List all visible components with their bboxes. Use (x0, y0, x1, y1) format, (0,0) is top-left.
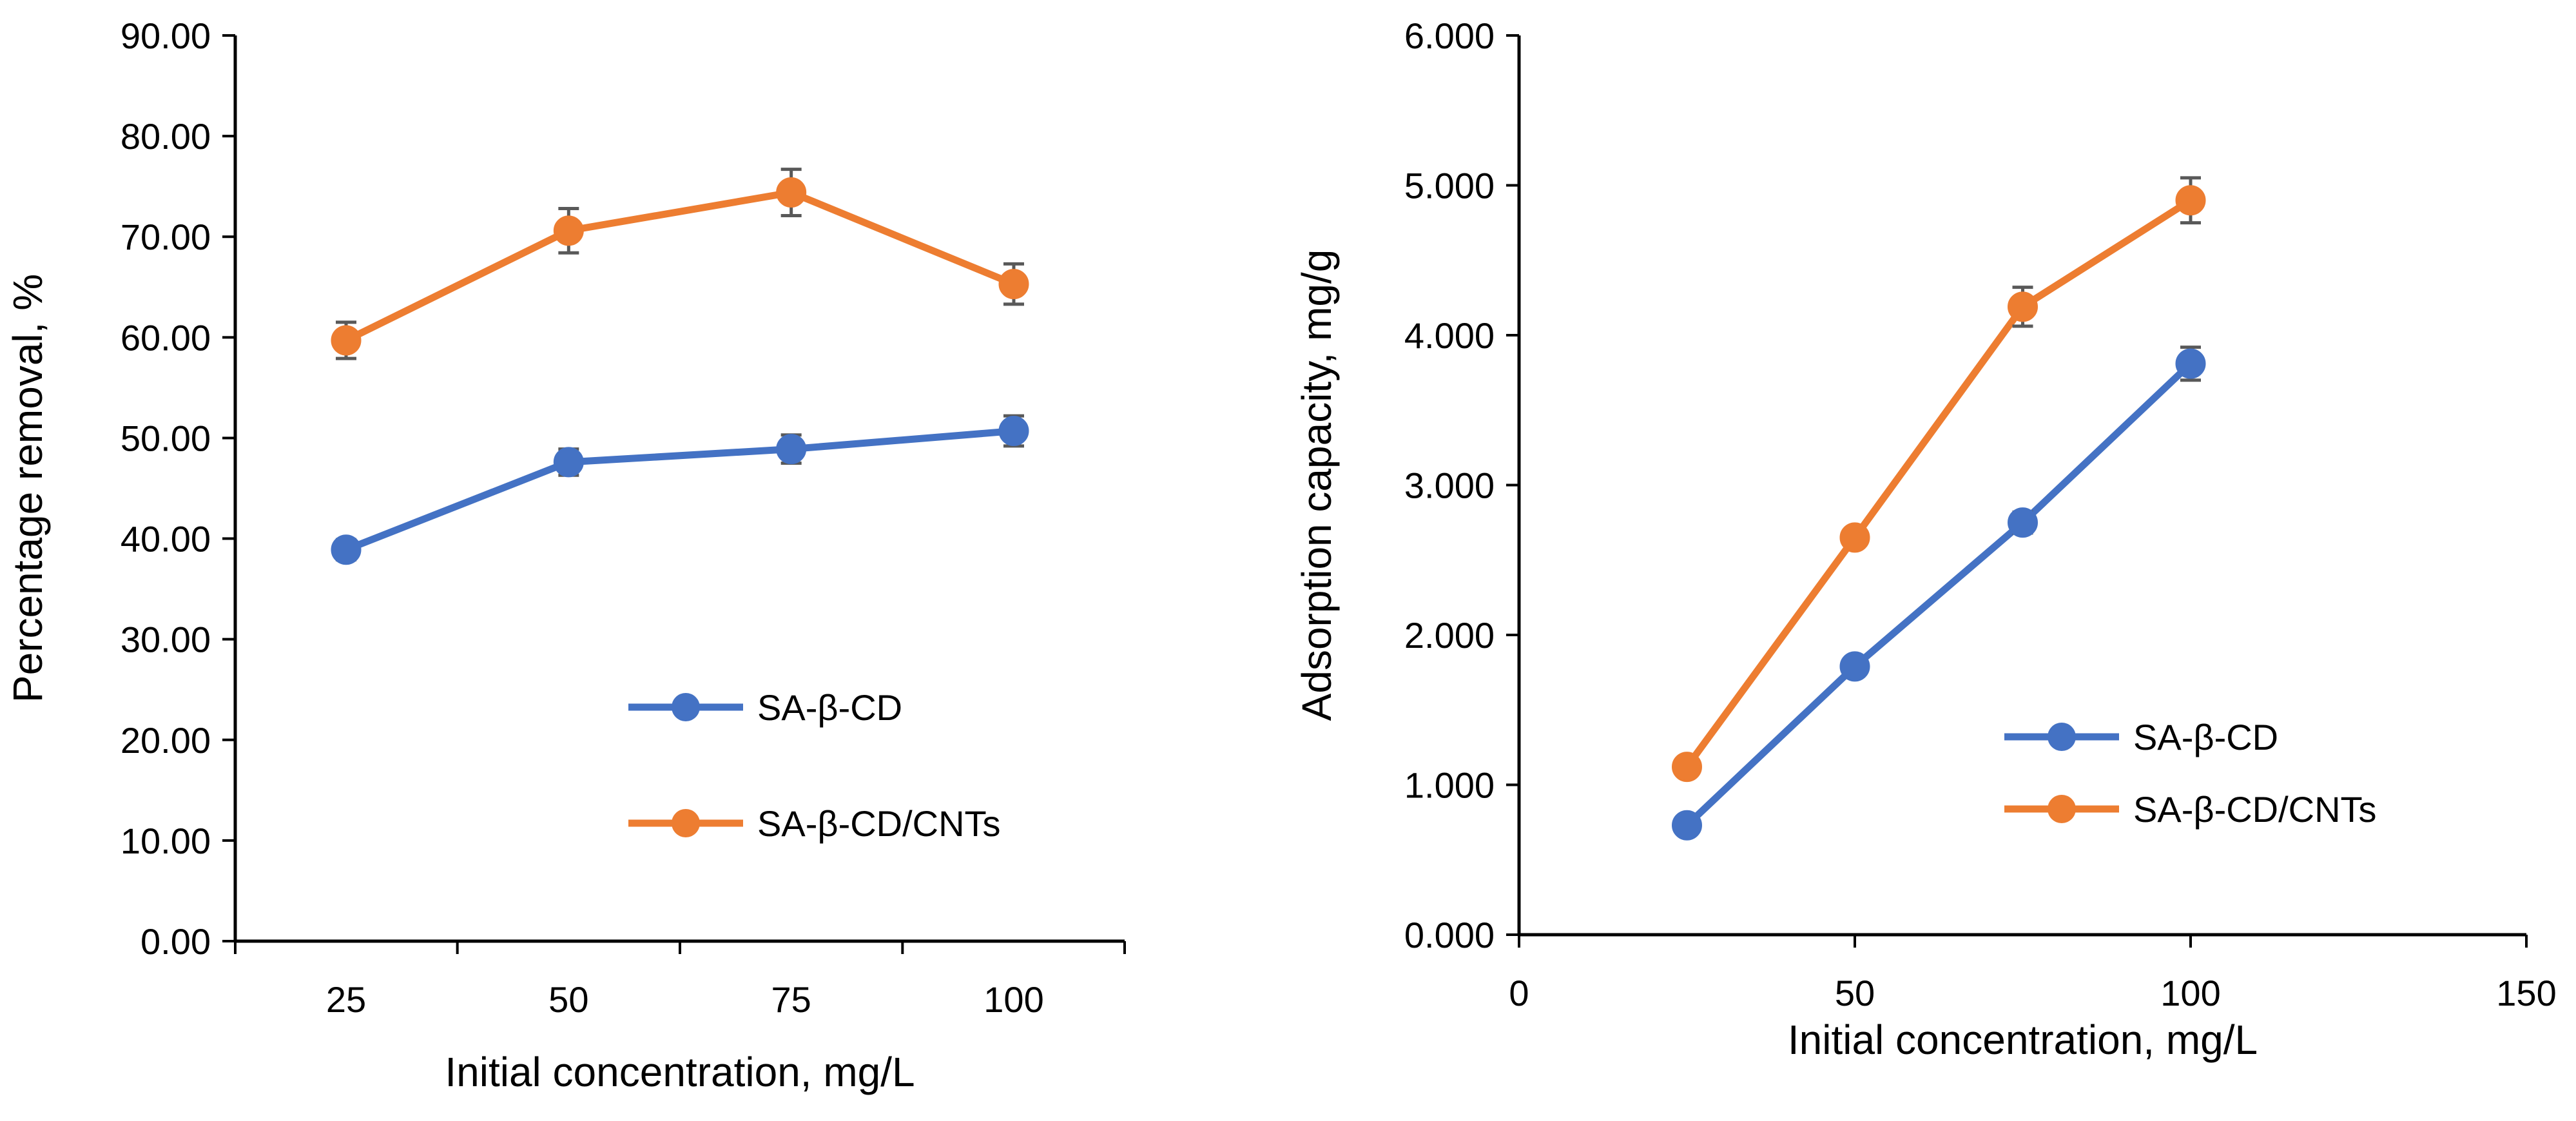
y-axis-title: Percentage removal, % (5, 274, 51, 703)
series-0 (331, 414, 1029, 565)
data-point (2175, 348, 2206, 379)
legend-label: SA-β-CD/CNTs (2133, 789, 2377, 830)
data-point (1672, 810, 1702, 841)
x-tick-label: 75 (771, 979, 811, 1020)
y-tick-label: 80.00 (121, 116, 211, 157)
data-point (2008, 507, 2038, 538)
chart-right-adsorption-capacity: 0.000 1.000 2.000 3.000 4.000 5.000 6.000 0 50 10… (1293, 15, 2557, 1063)
series-line (1684, 197, 2193, 769)
series-0 (1672, 346, 2206, 841)
chart-left-percentage-removal: 0.00 10.00 20.00 30.00 40.00 50.00 60.00 70.00 8… (5, 15, 1126, 1095)
y-tick-label: 10.00 (121, 821, 211, 861)
legend-label: SA-β-CD (757, 687, 902, 728)
data-point (2175, 185, 2206, 216)
y-tick-label: 90.00 (121, 15, 211, 56)
y-tick-label: 0.000 (1404, 915, 1495, 955)
data-point (998, 269, 1029, 300)
data-point (553, 215, 584, 246)
data-point (998, 416, 1029, 447)
legend-marker (672, 693, 700, 721)
legend-marker (2048, 795, 2076, 823)
series-1 (331, 168, 1029, 360)
y-tick-label: 70.00 (121, 217, 211, 257)
x-tick-label: 50 (1835, 973, 1875, 1013)
x-tick-label: 25 (326, 979, 366, 1020)
data-point (776, 434, 807, 465)
y-axis-title: Adsorption capacity, mg/g (1293, 249, 1340, 721)
x-tick-label: 150 (2496, 973, 2556, 1013)
data-point (1839, 522, 1870, 553)
y-tick-label: 60.00 (121, 317, 211, 358)
legend-label: SA-β-CD (2133, 717, 2278, 757)
y-tick-label: 40.00 (121, 519, 211, 560)
y-tick-label: 2.000 (1404, 615, 1495, 656)
data-point (776, 177, 807, 208)
series-line (344, 427, 1014, 553)
y-tick-label: 50.00 (121, 418, 211, 458)
data-point (2008, 291, 2038, 322)
y-tick-label: 5.000 (1404, 166, 1495, 206)
y-tick-label: 3.000 (1404, 465, 1495, 506)
series-1 (1672, 176, 2206, 783)
data-point (331, 534, 362, 565)
y-tick-label: 30.00 (121, 619, 211, 660)
legend-marker (2048, 723, 2076, 751)
x-axis-title: Initial concentration, mg/L (1788, 1017, 2258, 1063)
x-tick-label: 0 (1509, 973, 1529, 1013)
series-line (344, 189, 1016, 344)
data-point (331, 325, 362, 356)
x-axis-title: Initial concentration, mg/L (445, 1049, 915, 1095)
x-tick-label: 100 (983, 979, 1043, 1020)
data-point (1839, 651, 1870, 682)
data-point (1672, 752, 1702, 783)
data-point (553, 447, 584, 478)
y-tick-label: 6.000 (1404, 15, 1495, 56)
y-tick-label: 1.000 (1404, 765, 1495, 806)
x-tick-label: 100 (2160, 973, 2220, 1013)
y-tick-label: 0.00 (140, 921, 211, 962)
legend-marker (672, 809, 700, 837)
y-tick-label: 20.00 (121, 720, 211, 761)
series-line (1684, 361, 2193, 828)
y-tick-label: 4.000 (1404, 315, 1495, 356)
x-tick-label: 50 (548, 979, 588, 1020)
legend-label: SA-β-CD/CNTs (757, 803, 1001, 844)
